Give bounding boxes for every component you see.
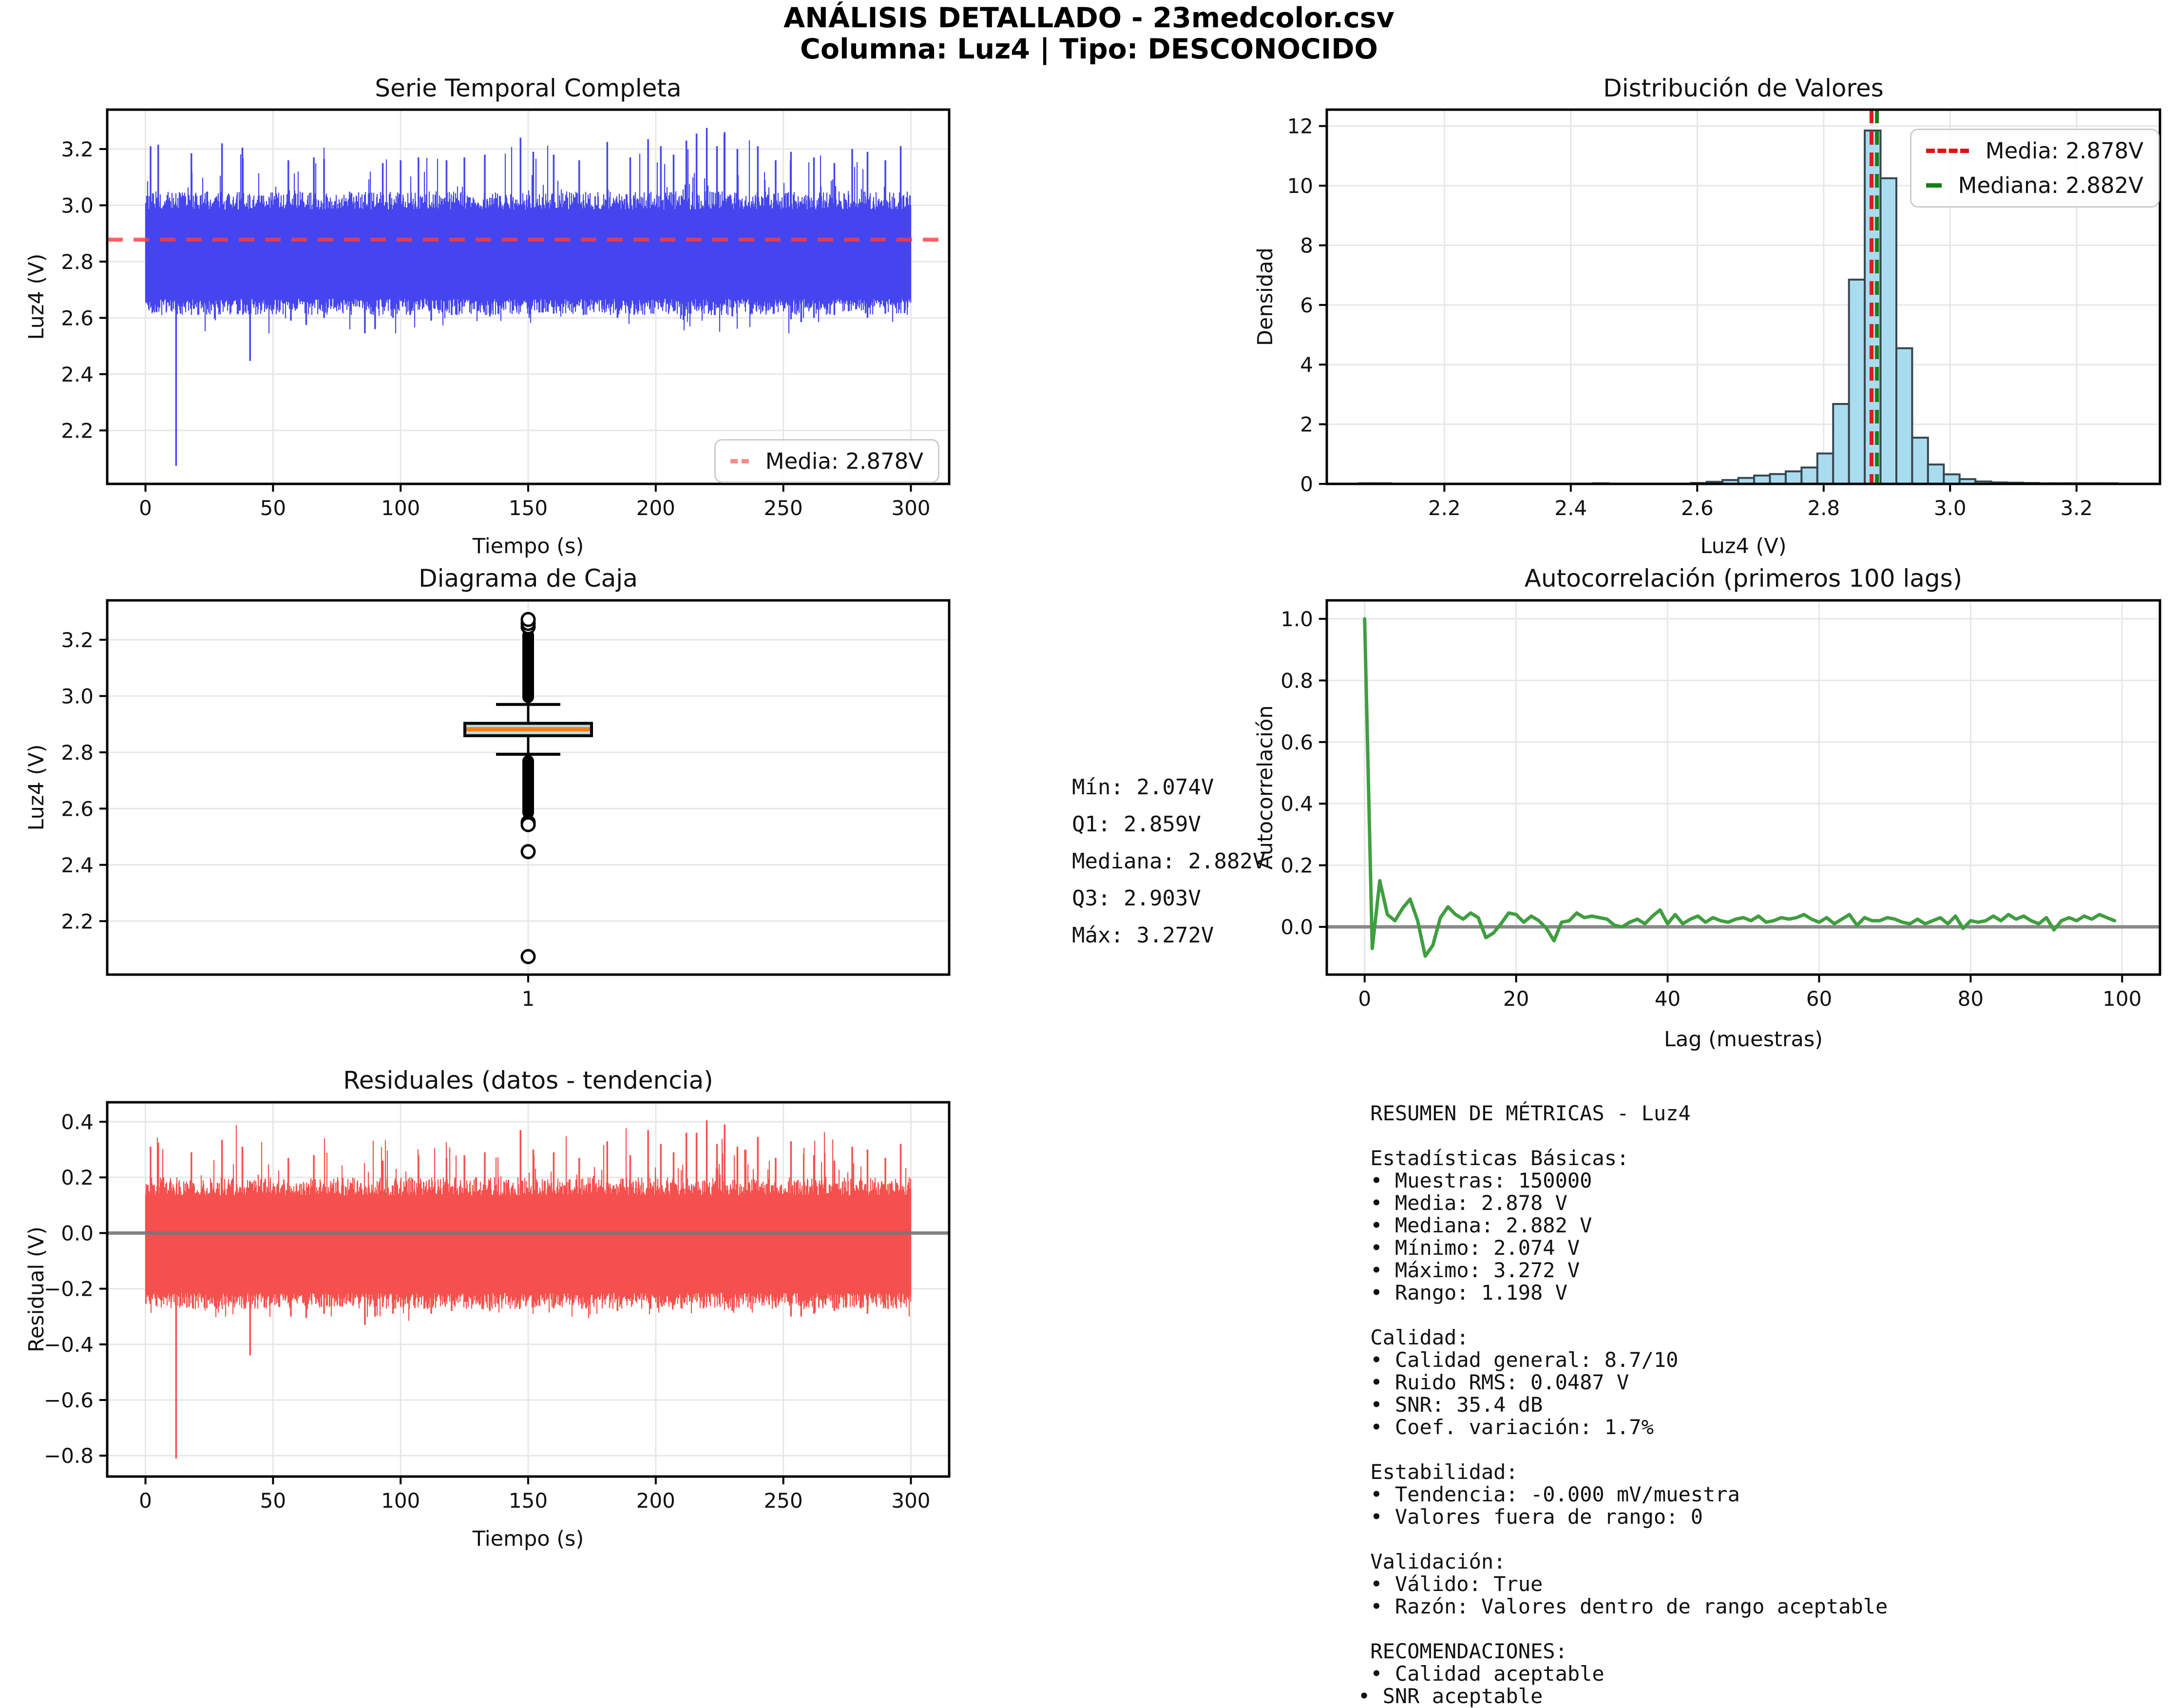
svg-text:0: 0 [1300, 472, 1313, 496]
media-legend-label: Media: 2.878V [1985, 138, 2143, 164]
svg-text:−0.8: −0.8 [44, 1444, 94, 1468]
svg-text:−0.2: −0.2 [44, 1277, 94, 1301]
svg-text:2.4: 2.4 [1554, 496, 1587, 520]
mediana-legend-label: Mediana: 2.882V [1958, 173, 2143, 198]
svg-text:1: 1 [522, 987, 535, 1011]
svg-text:20: 20 [1503, 987, 1529, 1011]
svg-text:50: 50 [260, 496, 286, 520]
svg-text:300: 300 [891, 1489, 930, 1513]
svg-text:250: 250 [764, 496, 803, 520]
residual-xlabel: Tiempo (s) [472, 1527, 584, 1551]
histogram-ylabel: Densidad [1253, 247, 1278, 346]
svg-text:2.8: 2.8 [61, 741, 94, 765]
svg-text:2.2: 2.2 [61, 909, 94, 933]
svg-text:3.0: 3.0 [1934, 496, 1967, 520]
page-title: ANÁLISIS DETALLADO - 23medcolor.csv [783, 2, 1395, 34]
svg-text:2.4: 2.4 [61, 853, 94, 877]
histogram-title: Distribución de Valores [1603, 74, 1884, 102]
svg-text:200: 200 [636, 1489, 675, 1513]
svg-text:0.0: 0.0 [1280, 915, 1313, 939]
svg-text:2.2: 2.2 [61, 419, 94, 442]
boxplot-ylabel: Luz4 (V) [24, 744, 49, 831]
svg-text:2.6: 2.6 [1681, 496, 1714, 520]
svg-text:250: 250 [764, 1489, 803, 1513]
svg-text:0.4: 0.4 [1280, 792, 1313, 816]
svg-text:2.6: 2.6 [61, 797, 94, 821]
svg-text:2.6: 2.6 [61, 306, 94, 330]
svg-text:0.8: 0.8 [1280, 669, 1313, 692]
timeseries-xlabel: Tiempo (s) [472, 534, 584, 558]
svg-text:0.2: 0.2 [1280, 854, 1313, 878]
svg-text:3.0: 3.0 [61, 193, 94, 217]
svg-text:80: 80 [1958, 987, 1984, 1011]
svg-text:−0.6: −0.6 [44, 1388, 94, 1412]
mean-legend-label: Media: 2.878V [765, 448, 923, 474]
svg-text:3.0: 3.0 [61, 684, 94, 708]
svg-text:0: 0 [1358, 987, 1371, 1011]
metrics-summary-text: RESUMEN DE MÉTRICAS - Luz4 Estadísticas … [1358, 1101, 1888, 1708]
svg-text:8: 8 [1300, 233, 1313, 257]
svg-text:2: 2 [1300, 413, 1313, 437]
svg-text:2.4: 2.4 [61, 363, 94, 386]
svg-text:−0.4: −0.4 [44, 1333, 94, 1357]
svg-text:10: 10 [1287, 174, 1313, 198]
residual-title: Residuales (datos - tendencia) [343, 1066, 713, 1094]
svg-text:1.0: 1.0 [1280, 607, 1313, 631]
svg-text:0: 0 [139, 496, 152, 520]
residual-plot: 0 50 100 150 200 250 300 0.4 0.2 0.0 −0.2 −0.4 −0.6 −… [44, 1101, 951, 1513]
svg-text:4: 4 [1300, 353, 1313, 377]
autocorr-xlabel: Lag (muestras) [1663, 1027, 1823, 1052]
timeseries-plot: 0 50 100 150 200 250 300 2.2 2.4 2.6 2.8 3.0 3.2 [61, 108, 951, 520]
svg-text:150: 150 [509, 496, 548, 520]
svg-text:100: 100 [381, 1489, 420, 1513]
svg-text:12: 12 [1287, 115, 1313, 138]
boxplot-plot: 1 2.2 2.4 2.6 2.8 3.0 3.2 [61, 599, 951, 1011]
svg-text:0.0: 0.0 [61, 1221, 94, 1245]
svg-text:2.2: 2.2 [1428, 496, 1461, 520]
svg-text:3.2: 3.2 [2060, 496, 2093, 520]
boxplot-title: Diagrama de Caja [419, 564, 638, 593]
timeseries-legend: Media: 2.878V [714, 439, 939, 483]
svg-text:0.2: 0.2 [61, 1166, 94, 1190]
svg-text:2.8: 2.8 [61, 250, 94, 274]
svg-text:100: 100 [381, 496, 420, 520]
box-stats-text: Mín: 2.074V Q1: 2.859V Mediana: 2.882V Q… [1072, 775, 1266, 948]
residual-ylabel: Residual (V) [24, 1226, 49, 1353]
svg-text:0: 0 [139, 1489, 152, 1513]
svg-text:3.2: 3.2 [61, 628, 94, 652]
histogram-legend: Media: 2.878V Mediana: 2.882V [1910, 129, 2159, 208]
svg-text:3.2: 3.2 [61, 137, 94, 161]
svg-text:100: 100 [2102, 987, 2141, 1011]
autocorr-plot: 0 20 40 60 80 100 0.0 0.2 0.4 0.6 0.8 1.0 [1280, 599, 2161, 1011]
timeseries-title: Serie Temporal Completa [375, 74, 682, 102]
svg-text:6: 6 [1300, 293, 1313, 317]
svg-text:60: 60 [1806, 987, 1832, 1011]
page-subtitle: Columna: Luz4 | Tipo: DESCONOCIDO [800, 33, 1378, 65]
histogram-xlabel: Luz4 (V) [1700, 534, 1787, 558]
svg-text:0.6: 0.6 [1280, 730, 1313, 754]
autocorr-title: Autocorrelación (primeros 100 lags) [1524, 564, 1963, 593]
svg-text:150: 150 [509, 1489, 548, 1513]
timeseries-ylabel: Luz4 (V) [24, 253, 49, 340]
svg-text:200: 200 [636, 496, 675, 520]
svg-text:2.8: 2.8 [1807, 496, 1840, 520]
svg-text:0.4: 0.4 [61, 1110, 94, 1134]
svg-text:300: 300 [891, 496, 930, 520]
mediana-dash-icon [1926, 183, 1942, 188]
svg-text:50: 50 [260, 1489, 286, 1513]
media-dash-icon [1926, 149, 1969, 153]
mean-dash-icon [730, 459, 749, 463]
svg-text:40: 40 [1655, 987, 1681, 1011]
histogram-plot: 2.2 2.4 2.6 2.8 3.0 3.2 0 2 4 6 8 10 12 [1287, 108, 2161, 520]
